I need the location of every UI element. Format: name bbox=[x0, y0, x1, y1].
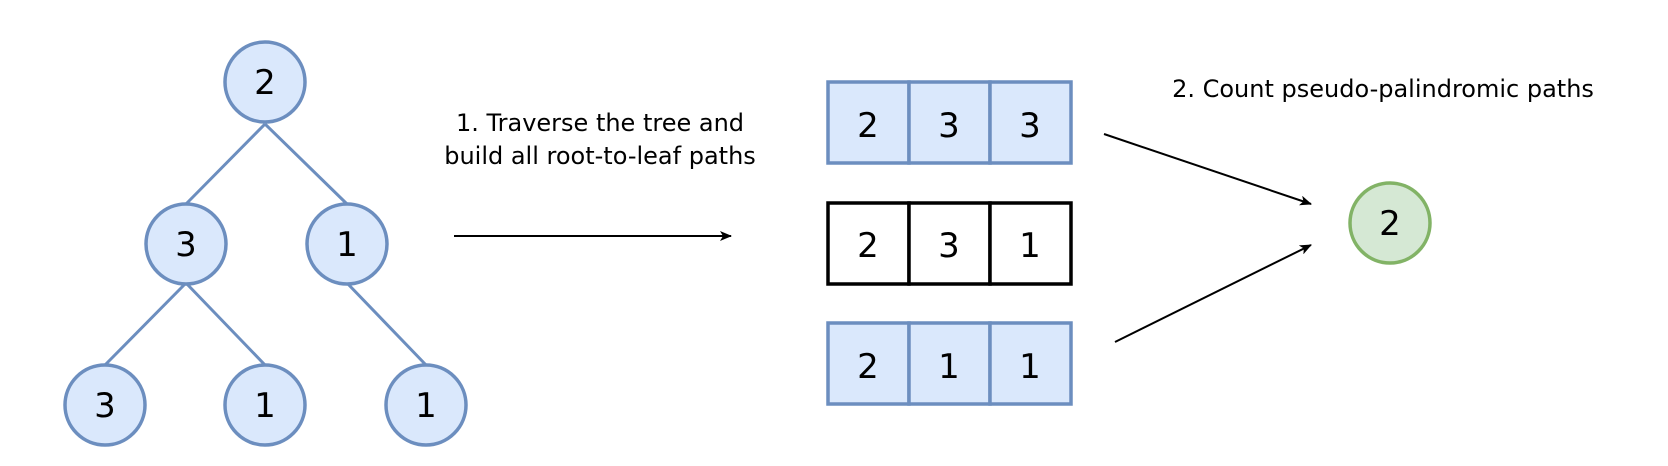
tree-node-root-value: 2 bbox=[254, 63, 276, 103]
path-row-3: 2 1 1 bbox=[826, 321, 1073, 406]
path-cell-value: 3 bbox=[1019, 106, 1041, 146]
tree-node-right-right-value: 1 bbox=[415, 386, 437, 426]
tree-node-right-value: 1 bbox=[336, 225, 358, 265]
path-cell-value: 3 bbox=[938, 106, 960, 146]
tree-node-left-left-value: 3 bbox=[94, 386, 116, 426]
path-cell bbox=[988, 80, 1073, 165]
tree-edges bbox=[103, 122, 428, 367]
tree-node-left-right: 1 bbox=[223, 363, 307, 447]
edge-root-left bbox=[184, 122, 267, 206]
step1-label-line2: build all root-to-leaf paths bbox=[444, 142, 756, 170]
path-cell-value: 1 bbox=[1019, 347, 1041, 387]
path-cell bbox=[826, 80, 911, 165]
edge-right-rightleaf bbox=[345, 281, 428, 367]
result-value: 2 bbox=[1379, 204, 1401, 244]
tree-node-left: 3 bbox=[144, 202, 228, 286]
path-cell bbox=[988, 321, 1073, 406]
step2-label: 2. Count pseudo-palindromic paths bbox=[1172, 75, 1594, 103]
path-cell bbox=[988, 201, 1073, 286]
path-cell-value: 1 bbox=[1019, 226, 1041, 266]
step1-label-line1: 1. Traverse the tree and bbox=[456, 109, 744, 137]
tree-node-left-value: 3 bbox=[175, 225, 197, 265]
path-cell-value: 2 bbox=[857, 106, 879, 146]
edge-left-rightleaf bbox=[184, 281, 267, 367]
tree-node-left-right-value: 1 bbox=[254, 386, 276, 426]
edge-root-right bbox=[263, 122, 349, 206]
path-row-1: 2 3 3 bbox=[826, 80, 1073, 165]
result-node: 2 bbox=[1348, 181, 1432, 265]
tree-node-right: 1 bbox=[305, 202, 389, 286]
path-cell-value: 1 bbox=[938, 347, 960, 387]
tree-node-right-right: 1 bbox=[384, 363, 468, 447]
path-cell-value: 2 bbox=[857, 347, 879, 387]
path-row-2: 2 3 1 bbox=[826, 201, 1073, 286]
tree-node-root: 2 bbox=[223, 40, 307, 124]
tree-node-left-left: 3 bbox=[63, 363, 147, 447]
path-cell-value: 2 bbox=[857, 226, 879, 266]
path-cell bbox=[907, 321, 992, 406]
count-arrow-bottom bbox=[1114, 244, 1312, 343]
count-arrow-top bbox=[1103, 133, 1312, 206]
step1-label: 1. Traverse the tree and build all root-… bbox=[444, 109, 756, 170]
path-cell bbox=[907, 80, 992, 165]
path-cell bbox=[826, 201, 911, 286]
edge-left-leftleaf bbox=[103, 281, 188, 367]
path-cell-value: 3 bbox=[938, 226, 960, 266]
